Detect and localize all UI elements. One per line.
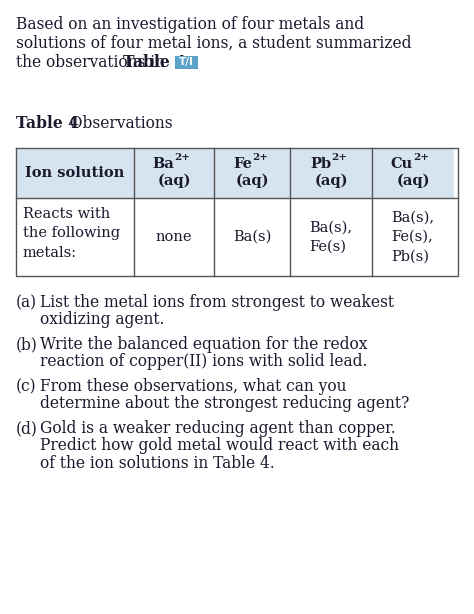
Bar [290, 198, 372, 276]
Text: Cu: Cu [391, 157, 413, 171]
Text: Fe: Fe [233, 157, 252, 171]
Text: reaction of copper(II) ions with solid lead.: reaction of copper(II) ions with solid l… [40, 354, 367, 370]
Bar [16, 198, 134, 276]
Bar [372, 198, 454, 276]
Text: (aq): (aq) [235, 174, 269, 188]
Text: of the ion solutions in Table 4.: of the ion solutions in Table 4. [40, 455, 275, 472]
Text: Write the balanced equation for the redox: Write the balanced equation for the redo… [40, 336, 367, 353]
Text: oxidizing agent.: oxidizing agent. [40, 311, 164, 328]
Text: T/I: T/I [179, 58, 194, 68]
Text: the observations in: the observations in [16, 54, 170, 71]
Text: Observations: Observations [60, 115, 173, 132]
Text: From these observations, what can you: From these observations, what can you [40, 378, 346, 395]
Text: Ba(s),
Fe(s): Ba(s), Fe(s) [310, 220, 353, 254]
Bar [16, 148, 134, 198]
Text: 2+: 2+ [174, 154, 190, 163]
Text: Ba(s): Ba(s) [233, 230, 271, 244]
Text: (c): (c) [16, 378, 36, 395]
Text: Pb: Pb [310, 157, 331, 171]
Text: (aq): (aq) [396, 174, 430, 188]
Text: (aq): (aq) [157, 174, 191, 188]
Text: (b): (b) [16, 336, 38, 353]
Text: Ion solution: Ion solution [26, 166, 125, 180]
Text: (d): (d) [16, 420, 38, 437]
Bar [372, 148, 454, 198]
Bar [214, 148, 290, 198]
Text: 2+: 2+ [413, 154, 429, 163]
Text: none: none [156, 230, 192, 244]
Text: (aq): (aq) [314, 174, 348, 188]
Text: Table 4.: Table 4. [123, 54, 191, 71]
Text: 2+: 2+ [252, 154, 268, 163]
Text: List the metal ions from strongest to weakest: List the metal ions from strongest to we… [40, 294, 394, 311]
Text: Ba(s),
Fe(s),
Pb(s): Ba(s), Fe(s), Pb(s) [392, 211, 435, 263]
Text: solutions of four metal ions, a student summarized: solutions of four metal ions, a student … [16, 35, 411, 52]
Text: Ba: Ba [152, 157, 174, 171]
FancyBboxPatch shape [175, 56, 198, 69]
Text: determine about the strongest reducing agent?: determine about the strongest reducing a… [40, 395, 410, 413]
Text: Table 4: Table 4 [16, 115, 79, 132]
Bar [290, 148, 372, 198]
Text: Based on an investigation of four metals and: Based on an investigation of four metals… [16, 16, 364, 33]
Bar [134, 198, 214, 276]
Text: Reacts with
the following
metals:: Reacts with the following metals: [23, 207, 120, 260]
Text: Gold is a weaker reducing agent than copper.: Gold is a weaker reducing agent than cop… [40, 420, 396, 437]
Text: 2+: 2+ [331, 154, 347, 163]
Bar [134, 148, 214, 198]
Text: Predict how gold metal would react with each: Predict how gold metal would react with … [40, 438, 399, 454]
Bar [214, 198, 290, 276]
Text: (a): (a) [16, 294, 37, 311]
